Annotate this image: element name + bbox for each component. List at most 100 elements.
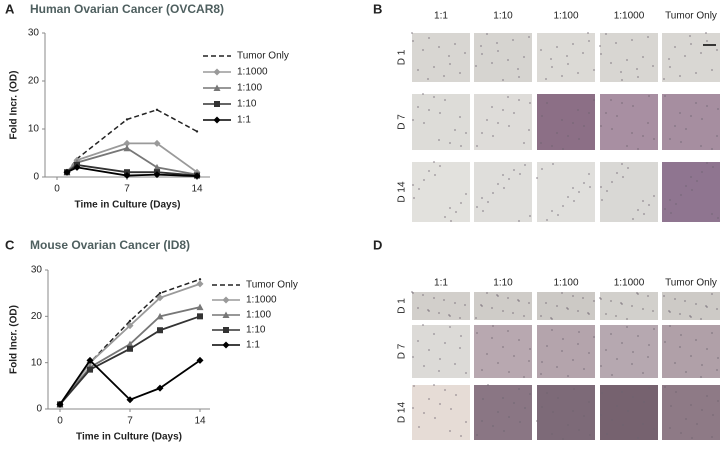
cell (433, 384, 435, 386)
marker (127, 345, 133, 352)
cell (637, 293, 639, 295)
cell (449, 326, 451, 328)
marker (158, 291, 162, 295)
cell (622, 424, 624, 426)
legend-label: 1:1 (246, 340, 260, 351)
cell (626, 59, 628, 61)
cell (621, 163, 623, 165)
cell (523, 56, 525, 58)
cell (536, 420, 538, 422)
cell (465, 421, 467, 423)
cell (600, 298, 602, 300)
y-tick-label: 0 (36, 404, 42, 415)
cell (600, 125, 602, 127)
cell (523, 376, 525, 378)
cell (605, 313, 607, 315)
cell (679, 75, 681, 77)
cell (616, 405, 618, 407)
cell (444, 342, 446, 344)
cell (593, 99, 595, 101)
cell (551, 433, 553, 435)
cell (680, 432, 682, 434)
cell (427, 78, 429, 80)
cell (621, 303, 623, 305)
x-tick-label: 14 (194, 416, 206, 427)
cell (680, 334, 682, 336)
cell (631, 132, 633, 134)
cell (643, 213, 645, 215)
cell (716, 135, 718, 137)
cell (695, 102, 697, 104)
marker (193, 172, 201, 180)
micrograph (537, 292, 595, 320)
cell (497, 183, 499, 185)
cell (711, 332, 713, 334)
cell (578, 331, 580, 333)
cell (541, 361, 543, 363)
cell (567, 375, 569, 377)
cell (556, 132, 558, 134)
cell (674, 298, 676, 300)
marker (157, 327, 163, 334)
x-axis-label: Time in Culture (Days) (76, 432, 182, 443)
cell (444, 99, 446, 101)
cell (567, 196, 569, 198)
cell (528, 302, 530, 304)
cell (460, 202, 462, 204)
cell (417, 307, 419, 309)
x-axis-label: Time in Culture (Days) (75, 200, 181, 211)
cell (632, 351, 634, 353)
cell (454, 363, 456, 365)
cell (449, 207, 451, 209)
cell (482, 398, 484, 400)
cell (486, 119, 488, 121)
cell (637, 335, 639, 337)
cell (690, 115, 692, 117)
cell (481, 132, 483, 134)
micrograph (412, 162, 470, 222)
cell (438, 370, 440, 372)
y-tick-label: 30 (28, 28, 40, 39)
cell (546, 392, 548, 394)
cell (502, 109, 504, 111)
cell (528, 360, 530, 362)
cell (508, 125, 510, 127)
cell (444, 216, 446, 218)
column-header: 1:10 (493, 278, 513, 289)
cell (523, 315, 525, 317)
cell (626, 326, 628, 328)
cell (668, 58, 670, 60)
cell (413, 385, 415, 387)
cell (675, 391, 677, 393)
cell (491, 307, 493, 309)
x-tick-label: 0 (54, 184, 60, 195)
cell (507, 59, 509, 61)
cell (685, 128, 687, 130)
cell (716, 308, 718, 310)
cell (422, 93, 424, 95)
column-header: 1:1 (434, 11, 448, 22)
cell (572, 187, 574, 189)
cell (417, 69, 419, 71)
column-header: 1:100 (553, 11, 578, 22)
cell (428, 109, 430, 111)
legend-marker (222, 296, 230, 304)
cell (669, 427, 671, 429)
legend-label: 1:1000 (246, 295, 277, 306)
cell (701, 118, 703, 120)
cell (700, 52, 702, 54)
cell (508, 416, 510, 418)
micrograph (537, 33, 595, 82)
cell (642, 308, 644, 310)
cell (513, 355, 515, 357)
cell (632, 105, 634, 107)
cell (599, 45, 601, 47)
micrograph (474, 385, 532, 440)
cell (541, 115, 543, 117)
cell (611, 181, 613, 183)
marker (196, 356, 204, 364)
cell (557, 397, 559, 399)
marker (56, 400, 64, 408)
cell (546, 102, 548, 104)
cell (449, 315, 451, 317)
